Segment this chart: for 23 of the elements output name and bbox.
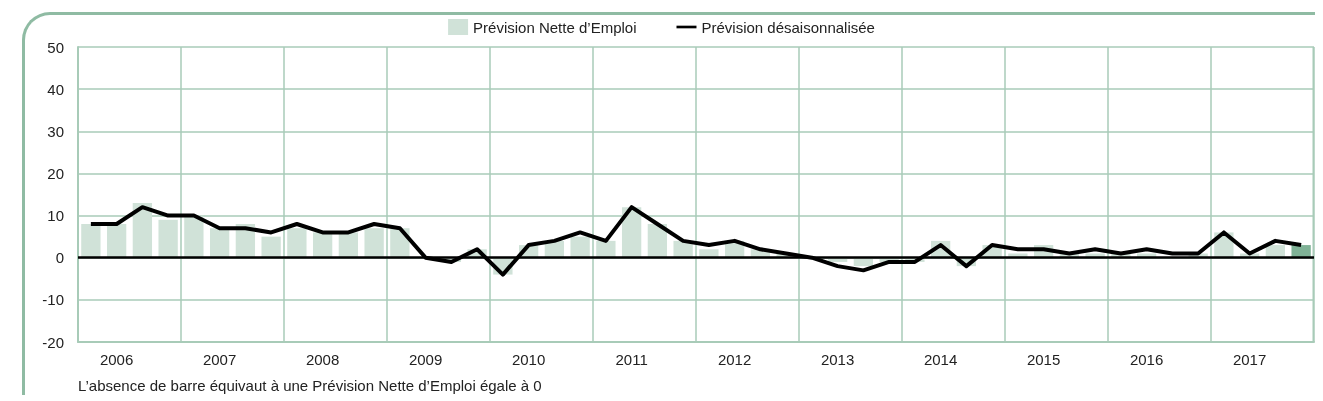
x-tick-label: 2007	[202, 351, 237, 368]
y-tick-label: 50	[47, 38, 64, 56]
x-tick-label: 2016	[1129, 351, 1164, 368]
x-tick-label: 2014	[923, 351, 958, 368]
x-tick-label: 2008	[305, 351, 340, 368]
x-tick-label: 2010	[511, 351, 546, 368]
x-tick-label: 2009	[408, 351, 443, 368]
legend-label: Prévision désaisonnalisée	[701, 18, 875, 36]
y-tick-label: -10	[42, 291, 64, 309]
x-tick-label: 2006	[99, 351, 134, 368]
y-tick-label: 0	[55, 249, 64, 267]
x-tick-label: 2015	[1026, 351, 1061, 368]
text: L’absence de barre équivaut à une Prévision Nette d’Emploi égale à 0	[78, 377, 542, 394]
y-tick-label: -20	[42, 333, 64, 351]
y-tick-label: 30	[47, 122, 64, 140]
x-tick-label: 2011	[615, 351, 648, 368]
legend-label: Prévision Nette d’Emploi	[473, 18, 637, 36]
y-tick-label: 10	[47, 207, 64, 225]
x-tick-label: 2013	[820, 351, 855, 368]
y-tick-label: 40	[47, 80, 64, 98]
x-tick-label: 2017	[1232, 351, 1267, 368]
x-tick-label: 2012	[717, 351, 752, 368]
y-tick-label: 20	[47, 164, 64, 182]
